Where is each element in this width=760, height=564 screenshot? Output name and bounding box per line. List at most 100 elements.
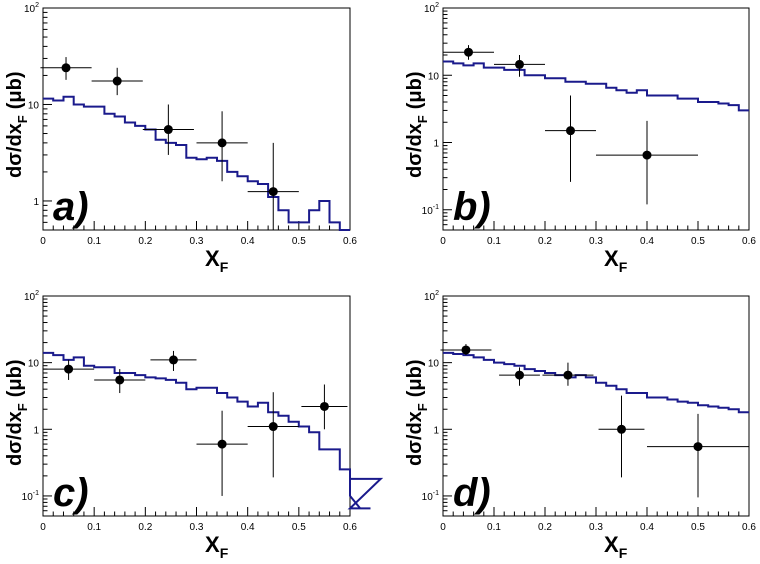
y-axis-title-sub: F [15,403,30,411]
x-axis-title-main: X [604,246,619,271]
y-tick-label: 102 [424,2,439,15]
y-tick-label: 102 [424,290,439,303]
mc-histogram-line [43,95,350,231]
x-axis-title: XF [604,246,628,275]
x-tick-label: 0 [40,522,46,533]
x-tick-label: 0.4 [241,522,255,533]
y-tick-label: 1 [33,425,39,436]
x-tick-label: 0.4 [640,236,654,247]
point-marker [319,401,329,411]
point-marker [566,126,575,136]
x-tick-label: 0.4 [640,522,654,533]
mc-histogram-line [43,351,384,510]
panel-label: a) [53,185,89,229]
plot-frame [42,7,351,231]
y-tick-base: 10 [22,492,34,503]
y-axis-title-main: dσ/dx [404,123,426,178]
data-point [196,111,248,182]
x-tick-label: 0.2 [138,236,152,247]
y-tick-label: 10 [28,100,40,111]
y-tick-base: 10 [428,359,440,370]
data-point [440,344,492,356]
data-point [545,95,596,182]
x-tick-label: 0.6 [343,522,357,533]
data-point [150,350,197,371]
y-tick-base: 1 [433,425,439,436]
y-tick-base: 10 [24,292,36,303]
x-tick-label: 0 [40,236,46,247]
y-tick-label: 10-1 [22,490,39,503]
panel-label: b) [453,185,491,229]
x-axis-title-sub: F [619,545,628,561]
y-tick-base: 10 [28,100,40,111]
y-tick-base: 10 [24,4,36,15]
y-axis-title-unit: (μb) [4,359,26,397]
data-point [247,392,299,478]
x-axis-title-sub: F [220,259,229,275]
x-tick-label: 0.2 [538,522,552,533]
point-marker [217,138,227,148]
y-axis-title-sub: F [415,403,430,411]
y-axis-title-unit: (μb) [404,71,426,109]
y-tick-label: 10-1 [422,490,439,503]
x-tick-label: 0.3 [589,522,603,533]
y-tick-exponent: 2 [435,2,439,9]
x-tick-label: 0.2 [138,522,152,533]
x-tick-label: 0.5 [292,522,306,533]
x-tick-label: 0.6 [742,236,756,247]
y-tick-label: 1 [433,139,439,150]
y-tick-exponent: 2 [435,290,439,297]
point-marker [563,370,573,380]
x-tick-label: 0.6 [343,236,357,247]
y-tick-label: 102 [24,2,39,15]
y-tick-label: 10 [428,359,440,370]
y-axis-title-main: dσ/dx [4,123,26,178]
x-axis-title: XF [604,532,628,561]
data-point [196,410,248,496]
x-tick-label: 0.1 [487,522,501,533]
data-point [91,67,143,96]
x-axis-title-sub: F [619,259,628,275]
y-tick-base: 1 [33,197,39,208]
point-marker [115,375,125,385]
x-axis-title-sub: F [220,545,229,561]
point-marker [617,424,626,434]
panel-label: d) [453,471,491,515]
data-point [647,413,749,498]
y-tick-exponent: -1 [433,490,439,497]
y-tick-base: 1 [33,425,39,436]
x-tick-label: 0.4 [241,236,255,247]
y-tick-label: 102 [24,290,39,303]
point-marker [64,364,74,374]
x-tick-label: 0 [440,522,446,533]
y-tick-label: 10-1 [422,204,439,217]
x-axis-title: XF [205,532,229,561]
point-marker [217,439,227,449]
y-tick-exponent: -1 [33,490,39,497]
y-axis-title: dσ/dxF (μb) [4,359,30,466]
y-tick-base: 10 [424,292,436,303]
y-tick-exponent: 2 [35,2,39,9]
point-marker [112,76,122,86]
y-tick-label: 10 [428,71,440,82]
x-tick-label: 0.5 [691,522,705,533]
point-marker [163,125,173,135]
point-marker [515,370,524,380]
y-axis-title-unit: (μb) [404,359,426,397]
mc-histogram-line [443,351,749,414]
point-marker [515,59,524,69]
data-point [301,384,348,430]
point-marker [464,47,473,57]
x-tick-label: 0.3 [589,236,603,247]
x-tick-label: 0 [440,236,446,247]
panel-label: c) [53,471,89,515]
y-tick-base: 10 [28,359,40,370]
y-axis-title-unit: (μb) [4,71,26,109]
point-marker [268,187,278,197]
x-axis-title: XF [205,246,229,275]
x-tick-label: 0.1 [487,236,501,247]
data-point [499,367,540,386]
